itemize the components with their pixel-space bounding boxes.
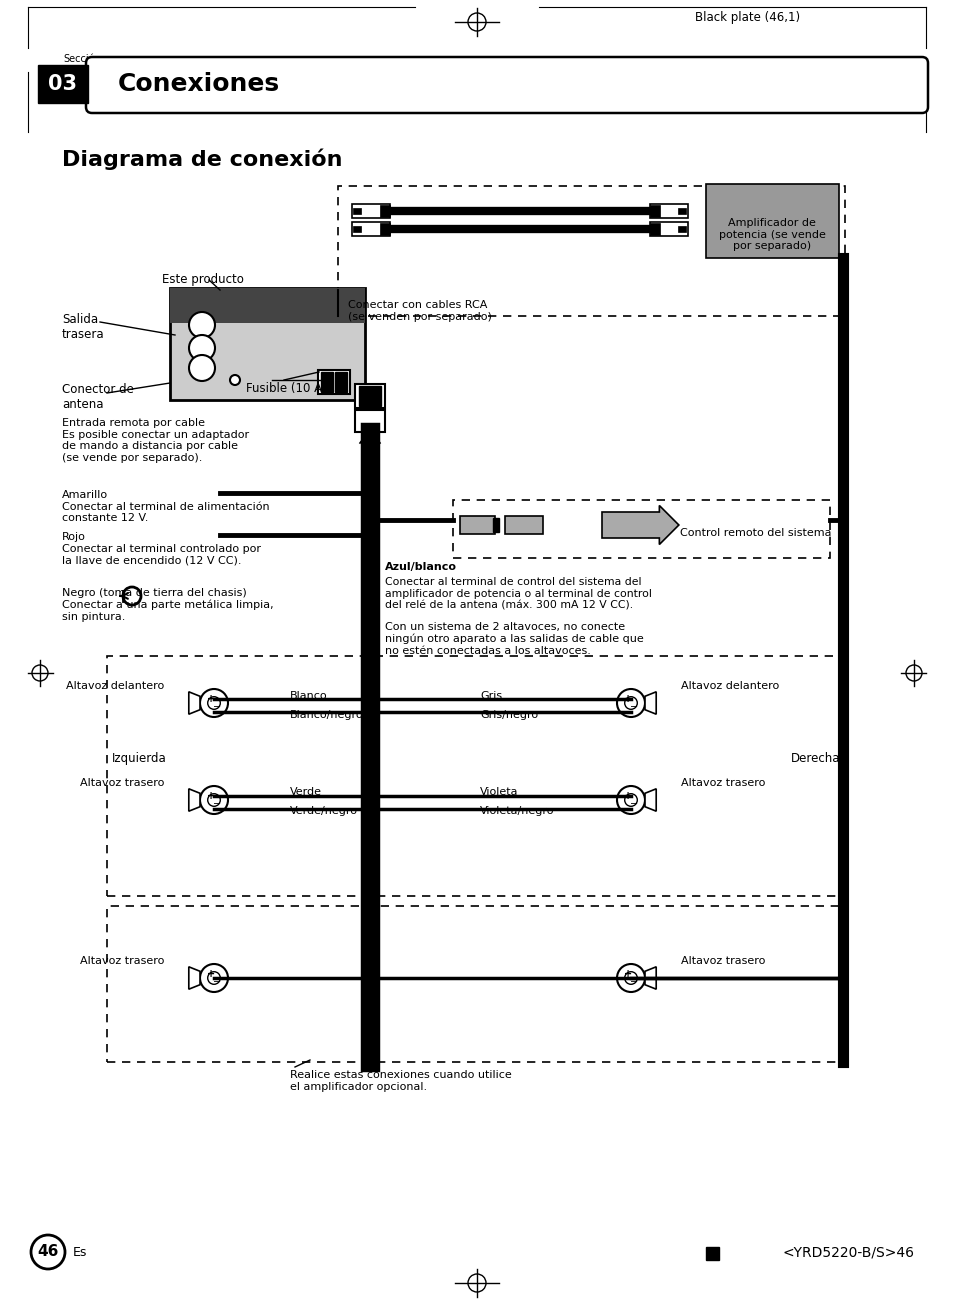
Text: Derecha: Derecha <box>790 752 840 765</box>
Bar <box>353 226 360 233</box>
Text: +: + <box>207 694 214 703</box>
Text: 46: 46 <box>37 1244 59 1260</box>
Text: Altavoz delantero: Altavoz delantero <box>66 681 164 691</box>
Bar <box>705 184 838 257</box>
Bar <box>649 222 687 237</box>
Text: −: − <box>629 978 638 987</box>
Text: <YRD5220-B/S>46: <YRD5220-B/S>46 <box>782 1246 914 1259</box>
FancyBboxPatch shape <box>86 58 927 112</box>
Text: Entrada remota por cable
Es posible conectar un adaptador
de mando a distancia p: Entrada remota por cable Es posible cone… <box>62 418 249 463</box>
Bar <box>379 223 390 235</box>
Text: Blanco: Blanco <box>290 691 327 701</box>
Circle shape <box>640 521 648 529</box>
Bar <box>335 372 347 392</box>
Text: Es: Es <box>73 1246 88 1259</box>
Bar <box>379 205 390 217</box>
Polygon shape <box>644 691 656 714</box>
Text: +: + <box>623 694 631 703</box>
Text: +: + <box>623 968 631 979</box>
Bar <box>504 516 542 535</box>
Text: Gris/negro: Gris/negro <box>479 710 537 720</box>
Text: Conexiones: Conexiones <box>118 72 280 95</box>
Text: Gris: Gris <box>479 691 501 701</box>
Text: Conector de
antena: Conector de antena <box>62 383 133 410</box>
Bar <box>353 208 360 214</box>
Bar <box>678 208 685 214</box>
Bar <box>459 516 495 535</box>
Bar <box>355 410 385 433</box>
Polygon shape <box>644 967 656 989</box>
Bar <box>358 386 380 406</box>
Text: Sección: Sección <box>63 54 101 64</box>
Text: Verde/negro: Verde/negro <box>290 806 357 816</box>
Text: Altavoz trasero: Altavoz trasero <box>680 778 764 788</box>
Circle shape <box>636 521 643 529</box>
Polygon shape <box>189 691 200 714</box>
Text: Negro (toma de tierra del chasis)
Conectar a una parte metálica limpia,
sin pint: Negro (toma de tierra del chasis) Conect… <box>62 588 274 622</box>
Circle shape <box>189 335 214 361</box>
Bar <box>107 906 844 1063</box>
Bar <box>355 384 385 408</box>
Text: Black plate (46,1): Black plate (46,1) <box>695 10 800 24</box>
Bar <box>649 205 659 217</box>
Text: Diagrama de conexión: Diagrama de conexión <box>62 148 342 170</box>
Text: +: + <box>207 791 214 801</box>
Text: Amarillo
Conectar al terminal de alimentación
constante 12 V.: Amarillo Conectar al terminal de aliment… <box>62 490 270 523</box>
Polygon shape <box>189 789 200 812</box>
Text: Azul/blanco: Azul/blanco <box>385 562 456 572</box>
Bar <box>170 288 365 400</box>
Circle shape <box>189 356 214 382</box>
Bar <box>320 372 333 392</box>
Text: Salida
trasera: Salida trasera <box>62 312 105 341</box>
Text: Verde: Verde <box>290 787 322 797</box>
Bar <box>649 204 687 218</box>
Circle shape <box>230 375 240 386</box>
Bar <box>493 518 498 532</box>
Text: +: + <box>623 791 631 801</box>
Bar <box>107 656 844 897</box>
Text: Realice estas conexiones cuando utilice
el amplificador opcional.: Realice estas conexiones cuando utilice … <box>290 1070 511 1091</box>
Text: Este producto: Este producto <box>162 273 244 286</box>
Circle shape <box>645 521 654 529</box>
Bar <box>352 204 390 218</box>
Text: Con un sistema de 2 altavoces, no conecte
ningún otro aparato a las salidas de c: Con un sistema de 2 altavoces, no conect… <box>385 622 643 656</box>
Text: −: − <box>213 702 221 712</box>
Text: Izquierda: Izquierda <box>112 752 167 765</box>
Text: +: + <box>207 968 214 979</box>
Text: Rojo
Conectar al terminal controlado por
la llave de encendido (12 V CC).: Rojo Conectar al terminal controlado por… <box>62 532 261 565</box>
Text: Violeta/negro: Violeta/negro <box>479 806 554 816</box>
Polygon shape <box>189 967 200 989</box>
Text: Control remoto del sistema: Control remoto del sistema <box>679 528 831 538</box>
Text: Altavoz delantero: Altavoz delantero <box>680 681 779 691</box>
Bar <box>170 288 365 323</box>
Text: −: − <box>213 978 221 987</box>
Bar <box>352 222 390 237</box>
Text: Altavoz trasero: Altavoz trasero <box>79 778 164 788</box>
Text: 03: 03 <box>49 74 77 94</box>
Text: Violeta: Violeta <box>479 787 518 797</box>
Bar <box>705 1247 719 1260</box>
Text: Blanco/negro: Blanco/negro <box>290 710 363 720</box>
Text: −: − <box>629 799 638 809</box>
Text: Conectar con cables RCA
(se venden por separado): Conectar con cables RCA (se venden por s… <box>348 301 492 322</box>
FancyBboxPatch shape <box>601 506 679 545</box>
Text: Amplificador de
potencia (se vende
por separado): Amplificador de potencia (se vende por s… <box>718 218 824 251</box>
Text: Fusible (10 A): Fusible (10 A) <box>246 382 327 395</box>
Text: Altavoz trasero: Altavoz trasero <box>79 955 164 966</box>
Text: Altavoz trasero: Altavoz trasero <box>680 955 764 966</box>
Bar <box>453 501 829 558</box>
Text: Conectar al terminal de control del sistema del
amplificador de potencia o al te: Conectar al terminal de control del sist… <box>385 576 651 610</box>
Polygon shape <box>644 789 656 812</box>
Bar <box>317 370 350 393</box>
Bar <box>649 223 659 235</box>
Bar <box>678 226 685 233</box>
Text: −: − <box>213 799 221 809</box>
Circle shape <box>189 312 214 339</box>
Bar <box>337 186 844 316</box>
Bar <box>38 65 88 103</box>
Text: −: − <box>629 702 638 712</box>
